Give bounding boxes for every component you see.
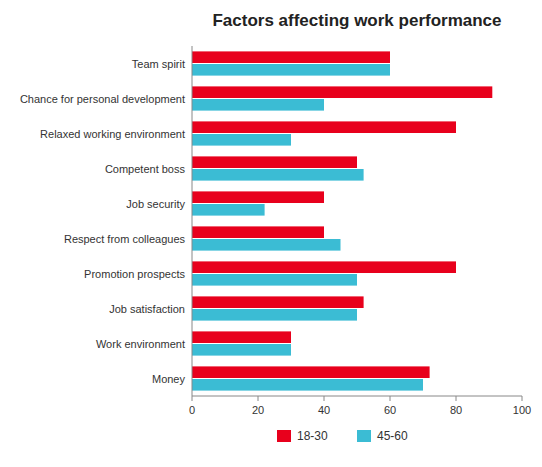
tick-label: 60 <box>384 404 396 416</box>
bar <box>192 379 423 391</box>
chart: Factors affecting work performance 0 20 40 6… <box>0 0 542 467</box>
category-label: Respect from colleagues <box>64 233 186 245</box>
tick-label: 20 <box>252 404 264 416</box>
bar <box>192 156 357 168</box>
bar <box>192 99 324 111</box>
x-axis: 0 20 40 60 80 100 <box>189 396 531 416</box>
bar <box>192 366 430 378</box>
legend: 18-30 45-60 <box>277 429 408 443</box>
y-axis: Team spirit Chance for personal developme… <box>20 58 186 385</box>
tick-mark <box>324 396 325 401</box>
tick-mark <box>522 396 523 401</box>
bar <box>192 296 364 308</box>
legend-swatch <box>277 430 291 442</box>
bar <box>192 331 291 343</box>
category-label: Team spirit <box>132 58 185 70</box>
bar <box>192 169 364 181</box>
bar <box>192 121 456 133</box>
tick-label: 40 <box>318 404 330 416</box>
category-label: Money <box>152 373 186 385</box>
bar <box>192 64 390 76</box>
legend-label: 45-60 <box>377 429 408 443</box>
bar <box>192 274 357 286</box>
bar <box>192 204 265 216</box>
tick-label: 80 <box>450 404 462 416</box>
bar <box>192 51 390 63</box>
bar <box>192 86 492 98</box>
tick-mark <box>258 396 259 401</box>
bar <box>192 309 357 321</box>
tick-mark <box>192 396 193 401</box>
y-axis-line <box>192 46 193 396</box>
tick-label: 0 <box>189 404 195 416</box>
bar <box>192 134 291 146</box>
bar <box>192 226 324 238</box>
bars <box>192 51 492 390</box>
category-label: Chance for personal development <box>20 93 185 105</box>
category-label: Promotion prospects <box>84 268 185 280</box>
category-label: Relaxed working environment <box>40 128 185 140</box>
category-label: Job security <box>126 198 185 210</box>
legend-swatch <box>357 430 371 442</box>
bar <box>192 344 291 356</box>
title: Factors affecting work performance <box>212 11 501 30</box>
tick-mark <box>456 396 457 401</box>
bar <box>192 261 456 273</box>
bar <box>192 239 341 251</box>
tick-label: 100 <box>513 404 531 416</box>
legend-label: 18-30 <box>297 429 328 443</box>
category-label: Work environment <box>96 338 185 350</box>
category-label: Job satisfaction <box>109 303 185 315</box>
category-label: Competent boss <box>105 163 186 175</box>
x-axis-line <box>192 396 522 397</box>
bar <box>192 191 324 203</box>
tick-mark <box>390 396 391 401</box>
